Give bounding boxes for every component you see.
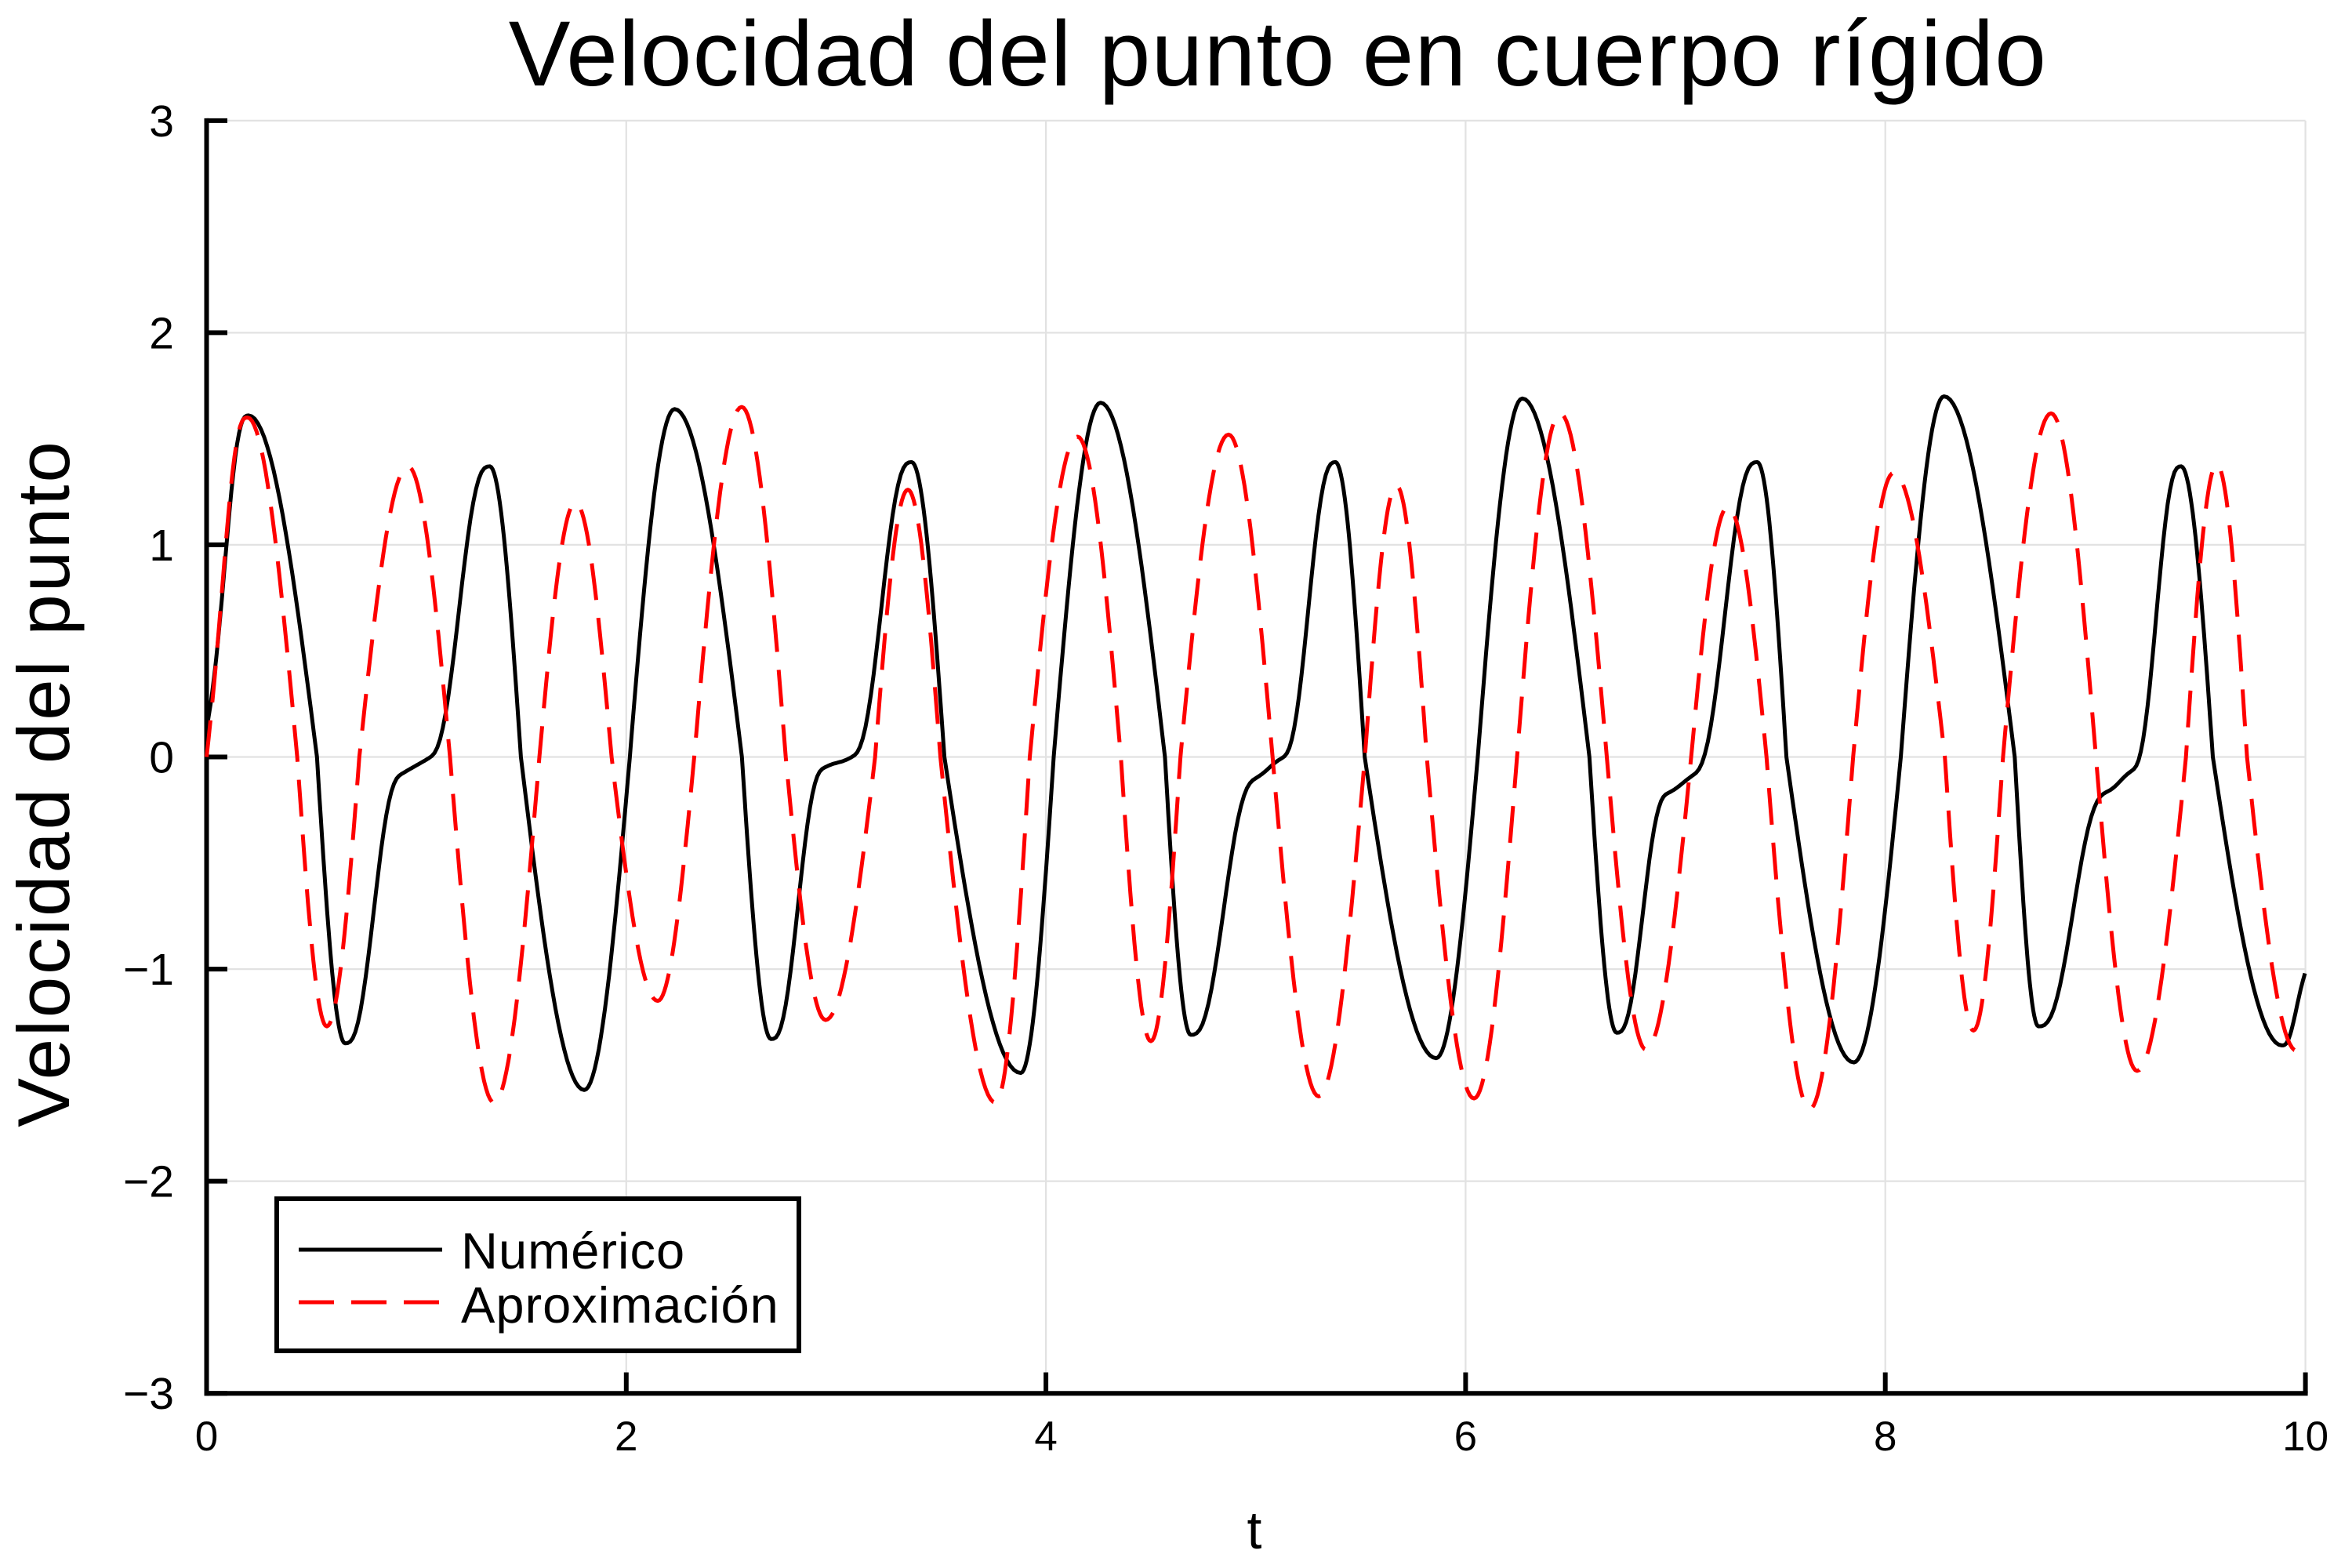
svg-text:0: 0 (195, 1414, 218, 1460)
svg-text:4: 4 (1034, 1414, 1057, 1460)
svg-text:1: 1 (149, 521, 174, 571)
svg-text:Velocidad del punto en cuerpo: Velocidad del punto en cuerpo rígido (509, 2, 2047, 106)
svg-text:2: 2 (615, 1414, 637, 1460)
svg-text:t: t (1247, 1501, 1262, 1560)
svg-text:3: 3 (149, 96, 174, 147)
svg-text:−1: −1 (123, 945, 174, 995)
svg-text:2: 2 (149, 308, 174, 358)
svg-text:−3: −3 (123, 1369, 174, 1419)
svg-text:Numérico: Numérico (461, 1222, 685, 1279)
svg-text:8: 8 (1874, 1414, 1896, 1460)
svg-text:6: 6 (1454, 1414, 1477, 1460)
svg-text:0: 0 (149, 733, 174, 783)
svg-text:Velocidad del punto: Velocidad del punto (2, 439, 85, 1127)
svg-text:10: 10 (2282, 1414, 2328, 1460)
svg-text:Aproximación: Aproximación (461, 1276, 779, 1334)
svg-text:−2: −2 (123, 1157, 174, 1207)
